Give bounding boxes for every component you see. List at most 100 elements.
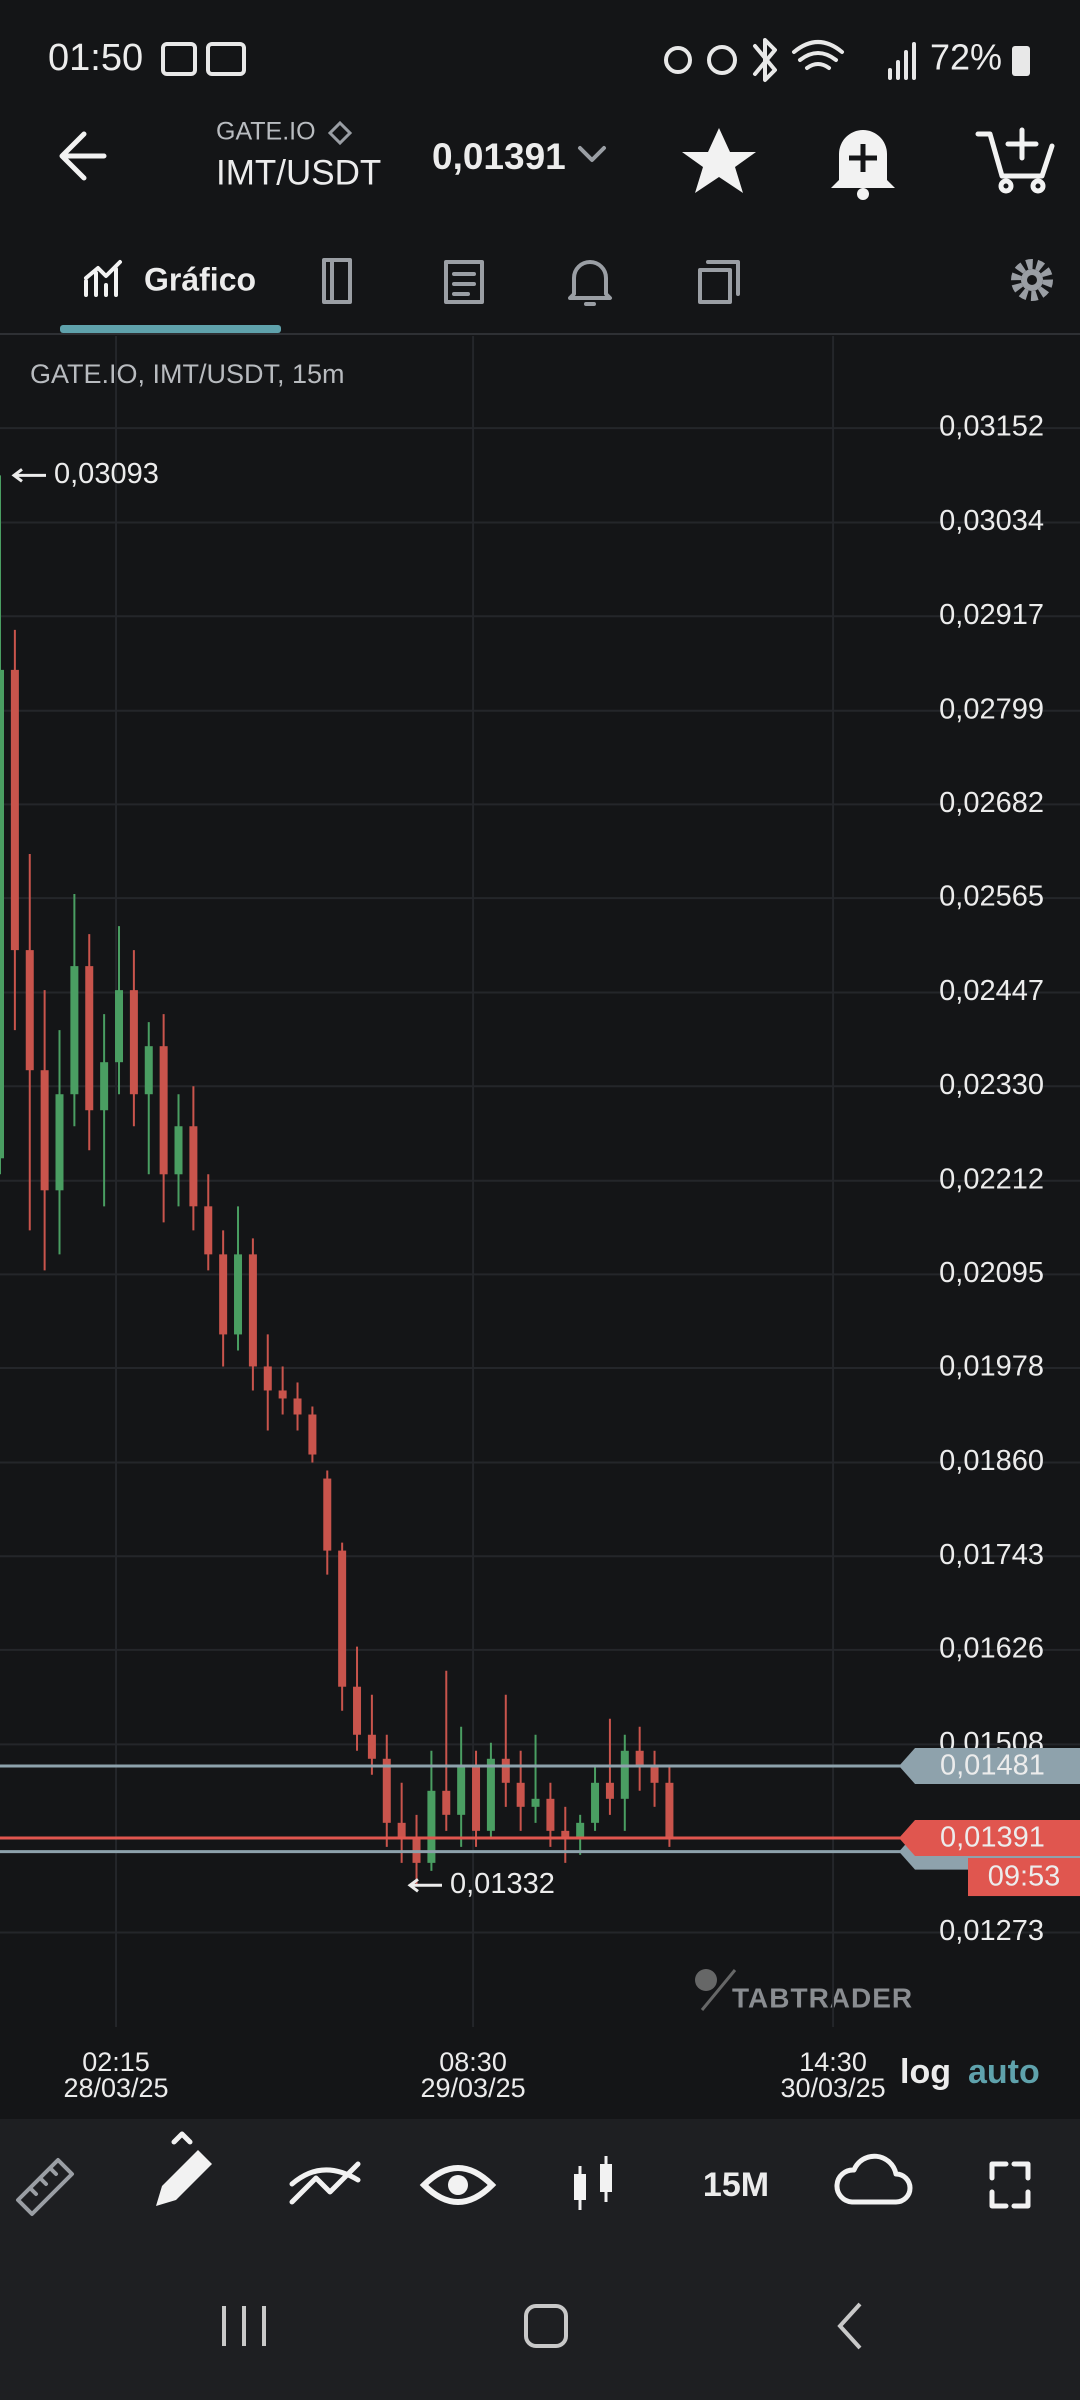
status-time: 01:50 <box>48 37 143 79</box>
candle-body <box>204 1206 213 1255</box>
candle-body <box>219 1254 228 1335</box>
x-tick-label: 08:30 <box>439 2047 507 2077</box>
orderbook-tab[interactable] <box>322 258 352 304</box>
y-tick-label: 0,01978 <box>939 1351 1044 1383</box>
watermark: TABTRADER <box>732 1982 913 2013</box>
toolbar-background <box>0 2119 1080 2400</box>
status-icons <box>161 38 916 82</box>
candle-body <box>576 1822 585 1839</box>
candle-body <box>338 1550 347 1687</box>
y-tick-label: 0,01626 <box>939 1633 1044 1665</box>
candle-body <box>25 950 34 1071</box>
candle-body <box>367 1734 376 1759</box>
header-price[interactable]: 0,01391 <box>432 136 566 177</box>
y-tick-label: 0,03152 <box>939 411 1044 443</box>
y-tick-label: 0,02212 <box>939 1163 1044 1195</box>
candle-body <box>129 990 138 1095</box>
candle-body <box>323 1478 332 1551</box>
marker-label: 0,03093 <box>54 458 159 490</box>
y-tick-label: 0,02095 <box>939 1257 1044 1289</box>
visibility-tool[interactable] <box>419 2165 497 2205</box>
orders-tab[interactable] <box>444 260 484 304</box>
chart-title: GATE.IO, IMT/USDT, 15m <box>30 359 345 389</box>
y-tick-label: 0,02447 <box>939 975 1044 1007</box>
ruler-tool[interactable] <box>16 2158 74 2216</box>
candle-body <box>234 1254 243 1335</box>
candle-body <box>620 1750 629 1799</box>
fullscreen-button[interactable] <box>989 2161 1031 2209</box>
candle-body <box>605 1782 614 1799</box>
exchange-badge <box>327 120 353 146</box>
exchange-name: GATE.IO <box>216 118 316 146</box>
candle-body <box>382 1758 391 1823</box>
candle-body <box>293 1398 302 1415</box>
candle-body <box>635 1750 644 1767</box>
indicators-tool[interactable] <box>289 2161 361 2205</box>
marker-label: 0,01332 <box>450 1868 555 1900</box>
candle-body <box>591 1782 600 1823</box>
candle-body <box>0 669 4 1159</box>
candle-body <box>427 1790 436 1863</box>
plot-area <box>0 336 1080 2027</box>
candle-body <box>40 1070 49 1191</box>
candle-body <box>248 1254 257 1367</box>
nav-home[interactable] <box>524 2304 568 2348</box>
candle-body <box>308 1414 317 1455</box>
pair-name[interactable]: IMT/USDT <box>216 153 381 192</box>
candle-body <box>353 1686 362 1735</box>
chart-tab-icon <box>84 260 122 297</box>
x-tick-label: 02:15 <box>82 2047 150 2077</box>
candle-body <box>457 1766 466 1815</box>
price-tag-label: 0,01391 <box>940 1822 1045 1854</box>
candle-body <box>278 1390 287 1399</box>
candle-body <box>10 669 19 951</box>
candle-body <box>115 990 124 1063</box>
price-dropdown[interactable] <box>578 146 606 162</box>
candle-body <box>442 1790 451 1815</box>
candle-body <box>531 1798 540 1807</box>
candle-body <box>561 1830 570 1839</box>
add-alert-button[interactable] <box>831 130 895 200</box>
nav-back[interactable] <box>837 2302 862 2350</box>
alerts-tab[interactable] <box>568 260 612 306</box>
scale-button[interactable]: auto <box>968 2053 1040 2091</box>
candle-body <box>486 1758 495 1831</box>
y-tick-label: 0,01273 <box>939 1915 1044 1947</box>
candle-body <box>70 966 79 1095</box>
y-tick-label: 0,01743 <box>939 1539 1044 1571</box>
candle-body <box>665 1782 674 1839</box>
portfolio-tab[interactable] <box>698 260 740 304</box>
back-button[interactable] <box>59 131 107 181</box>
marker-arrow <box>11 468 46 483</box>
candle-body <box>516 1782 525 1807</box>
chart-type-tool[interactable] <box>574 2156 612 2210</box>
scale-button[interactable]: log <box>900 2053 951 2091</box>
candle-body <box>55 1094 64 1191</box>
candle-body <box>85 966 94 1111</box>
favorite-button[interactable] <box>682 128 756 193</box>
countdown-box <box>968 1858 1080 1897</box>
price-tag <box>899 1747 1080 1784</box>
candle-body <box>100 1062 109 1111</box>
y-tick-label: 0,02565 <box>939 881 1044 913</box>
y-tick-label: 0,02682 <box>939 787 1044 819</box>
cart-button[interactable] <box>975 127 1055 194</box>
settings-button[interactable] <box>1011 259 1053 301</box>
candle-body <box>397 1822 406 1839</box>
price-tag <box>899 1820 1080 1857</box>
x-tick-date: 29/03/25 <box>421 2073 526 2103</box>
cloud-button[interactable] <box>834 2153 913 2205</box>
candle-body <box>472 1766 481 1831</box>
x-tick-label: 14:30 <box>799 2047 867 2077</box>
chart-tab[interactable]: Gráfico <box>144 261 256 297</box>
x-tick-date: 28/03/25 <box>63 2073 168 2103</box>
interval-button[interactable]: 15M <box>703 2166 769 2204</box>
marker-arrow <box>407 1878 442 1893</box>
nav-recents[interactable] <box>222 2306 266 2346</box>
y-tick-label: 0,03034 <box>939 505 1044 537</box>
draw-tool[interactable] <box>156 2131 212 2206</box>
candle-body <box>174 1126 183 1175</box>
